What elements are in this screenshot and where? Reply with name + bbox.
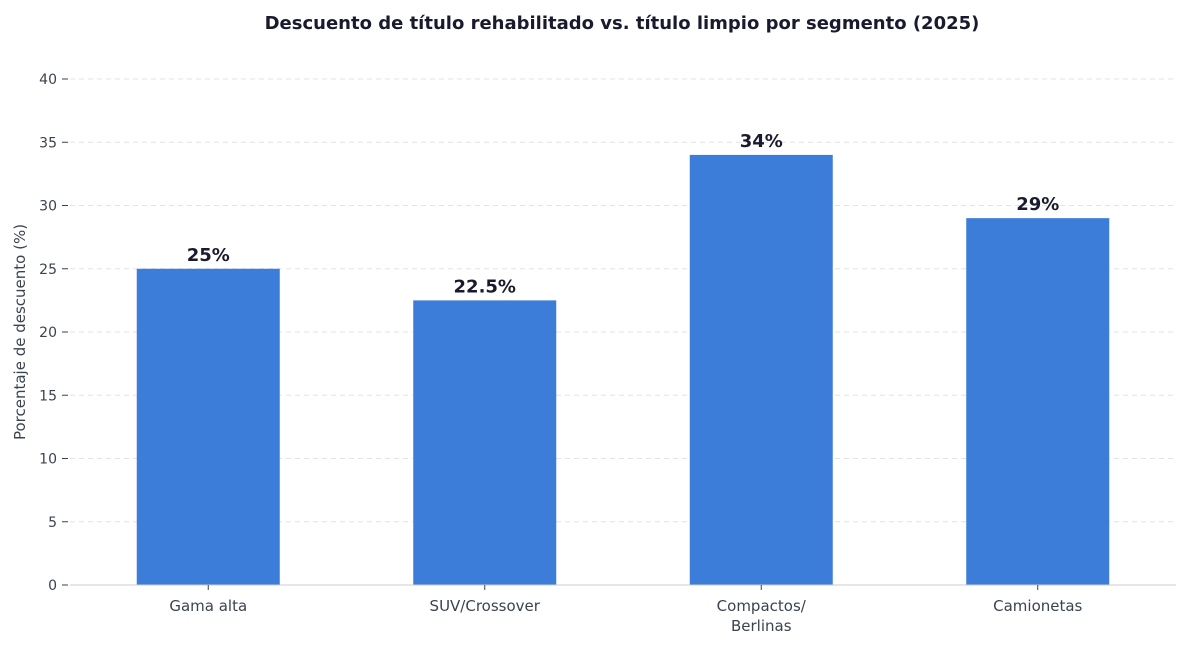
y-tick-label: 5: [48, 515, 57, 531]
chart-title: Descuento de título rehabilitado vs. tít…: [265, 13, 980, 34]
y-tick-label: 40: [39, 72, 57, 88]
y-tick-label: 25: [39, 262, 57, 278]
bar: [413, 300, 557, 585]
bar: [966, 218, 1110, 585]
bar: [136, 268, 280, 585]
y-tick-label: 10: [39, 452, 57, 468]
x-tick-label: Gama alta: [169, 597, 247, 615]
y-tick-label: 15: [39, 388, 57, 404]
y-tick-label: 20: [39, 325, 57, 341]
data-label: 25%: [187, 245, 230, 266]
data-label: 34%: [740, 131, 783, 152]
y-tick-label: 35: [39, 135, 57, 151]
bar: [689, 154, 833, 585]
data-label: 29%: [1016, 194, 1059, 215]
x-tick-label: Compactos/Berlinas: [717, 597, 807, 635]
y-axis-label: Porcentaje de descuento (%): [11, 224, 29, 440]
y-tick-label: 0: [48, 578, 57, 594]
y-tick-label: 30: [39, 199, 57, 215]
data-label: 22.5%: [454, 276, 516, 297]
x-tick-label: SUV/Crossover: [430, 597, 541, 615]
x-tick-label: Camionetas: [993, 597, 1082, 615]
